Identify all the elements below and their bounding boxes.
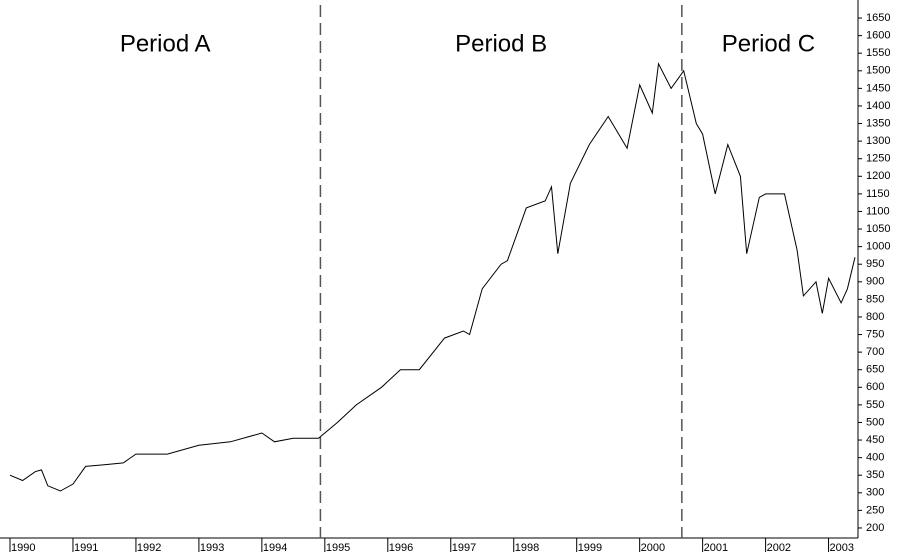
y-tick-label: 850 [866,293,884,305]
y-tick-label: 1650 [866,12,890,24]
y-tick-label: 550 [866,399,884,411]
x-tick-label: 2000 [641,542,665,554]
y-tick-label: 1150 [866,188,890,200]
y-tick-label: 700 [866,346,884,358]
y-tick-label: 1050 [866,223,890,235]
x-tick-label: 2001 [704,542,728,554]
x-tick-label: 1999 [578,542,602,554]
y-tick-label: 300 [866,487,884,499]
x-tick-label: 1997 [452,542,476,554]
x-tick-label: 2003 [830,542,854,554]
y-tick-label: 1450 [866,82,890,94]
y-tick-label: 1500 [866,65,890,77]
y-tick-label: 250 [866,504,884,516]
x-tick-label: 1992 [137,542,161,554]
y-tick-label: 600 [866,381,884,393]
y-tick-label: 950 [866,258,884,270]
y-tick-label: 200 [866,522,884,534]
y-tick-label: 1000 [866,241,890,253]
y-tick-label: 1200 [866,170,890,182]
y-tick-label: 1350 [866,117,890,129]
y-tick-label: 650 [866,364,884,376]
x-tick-label: 1993 [200,542,224,554]
y-tick-label: 400 [866,452,884,464]
x-tick-label: 1998 [515,542,539,554]
y-tick-label: 1250 [866,153,890,165]
period-label: Period A [120,30,211,57]
y-tick-label: 900 [866,276,884,288]
y-tick-label: 1400 [866,100,890,112]
x-tick-label: 1995 [326,542,350,554]
y-tick-label: 1100 [866,205,890,217]
y-tick-label: 450 [866,434,884,446]
period-label: Period B [455,30,547,57]
y-tick-label: 800 [866,311,884,323]
price-line [9,62,856,492]
y-tick-label: 1600 [866,30,890,42]
y-tick-label: 750 [866,328,884,340]
y-tick-label: 350 [866,469,884,481]
x-tick-label: 1991 [74,542,98,554]
y-tick-label: 500 [866,416,884,428]
y-tick-label: 1550 [866,47,890,59]
period-label: Period C [722,30,815,57]
x-tick-label: 1996 [389,542,413,554]
x-tick-label: 1994 [263,542,287,554]
x-tick-label: 2002 [767,542,791,554]
x-tick-label: 1990 [11,542,35,554]
y-tick-label: 1300 [866,135,890,147]
